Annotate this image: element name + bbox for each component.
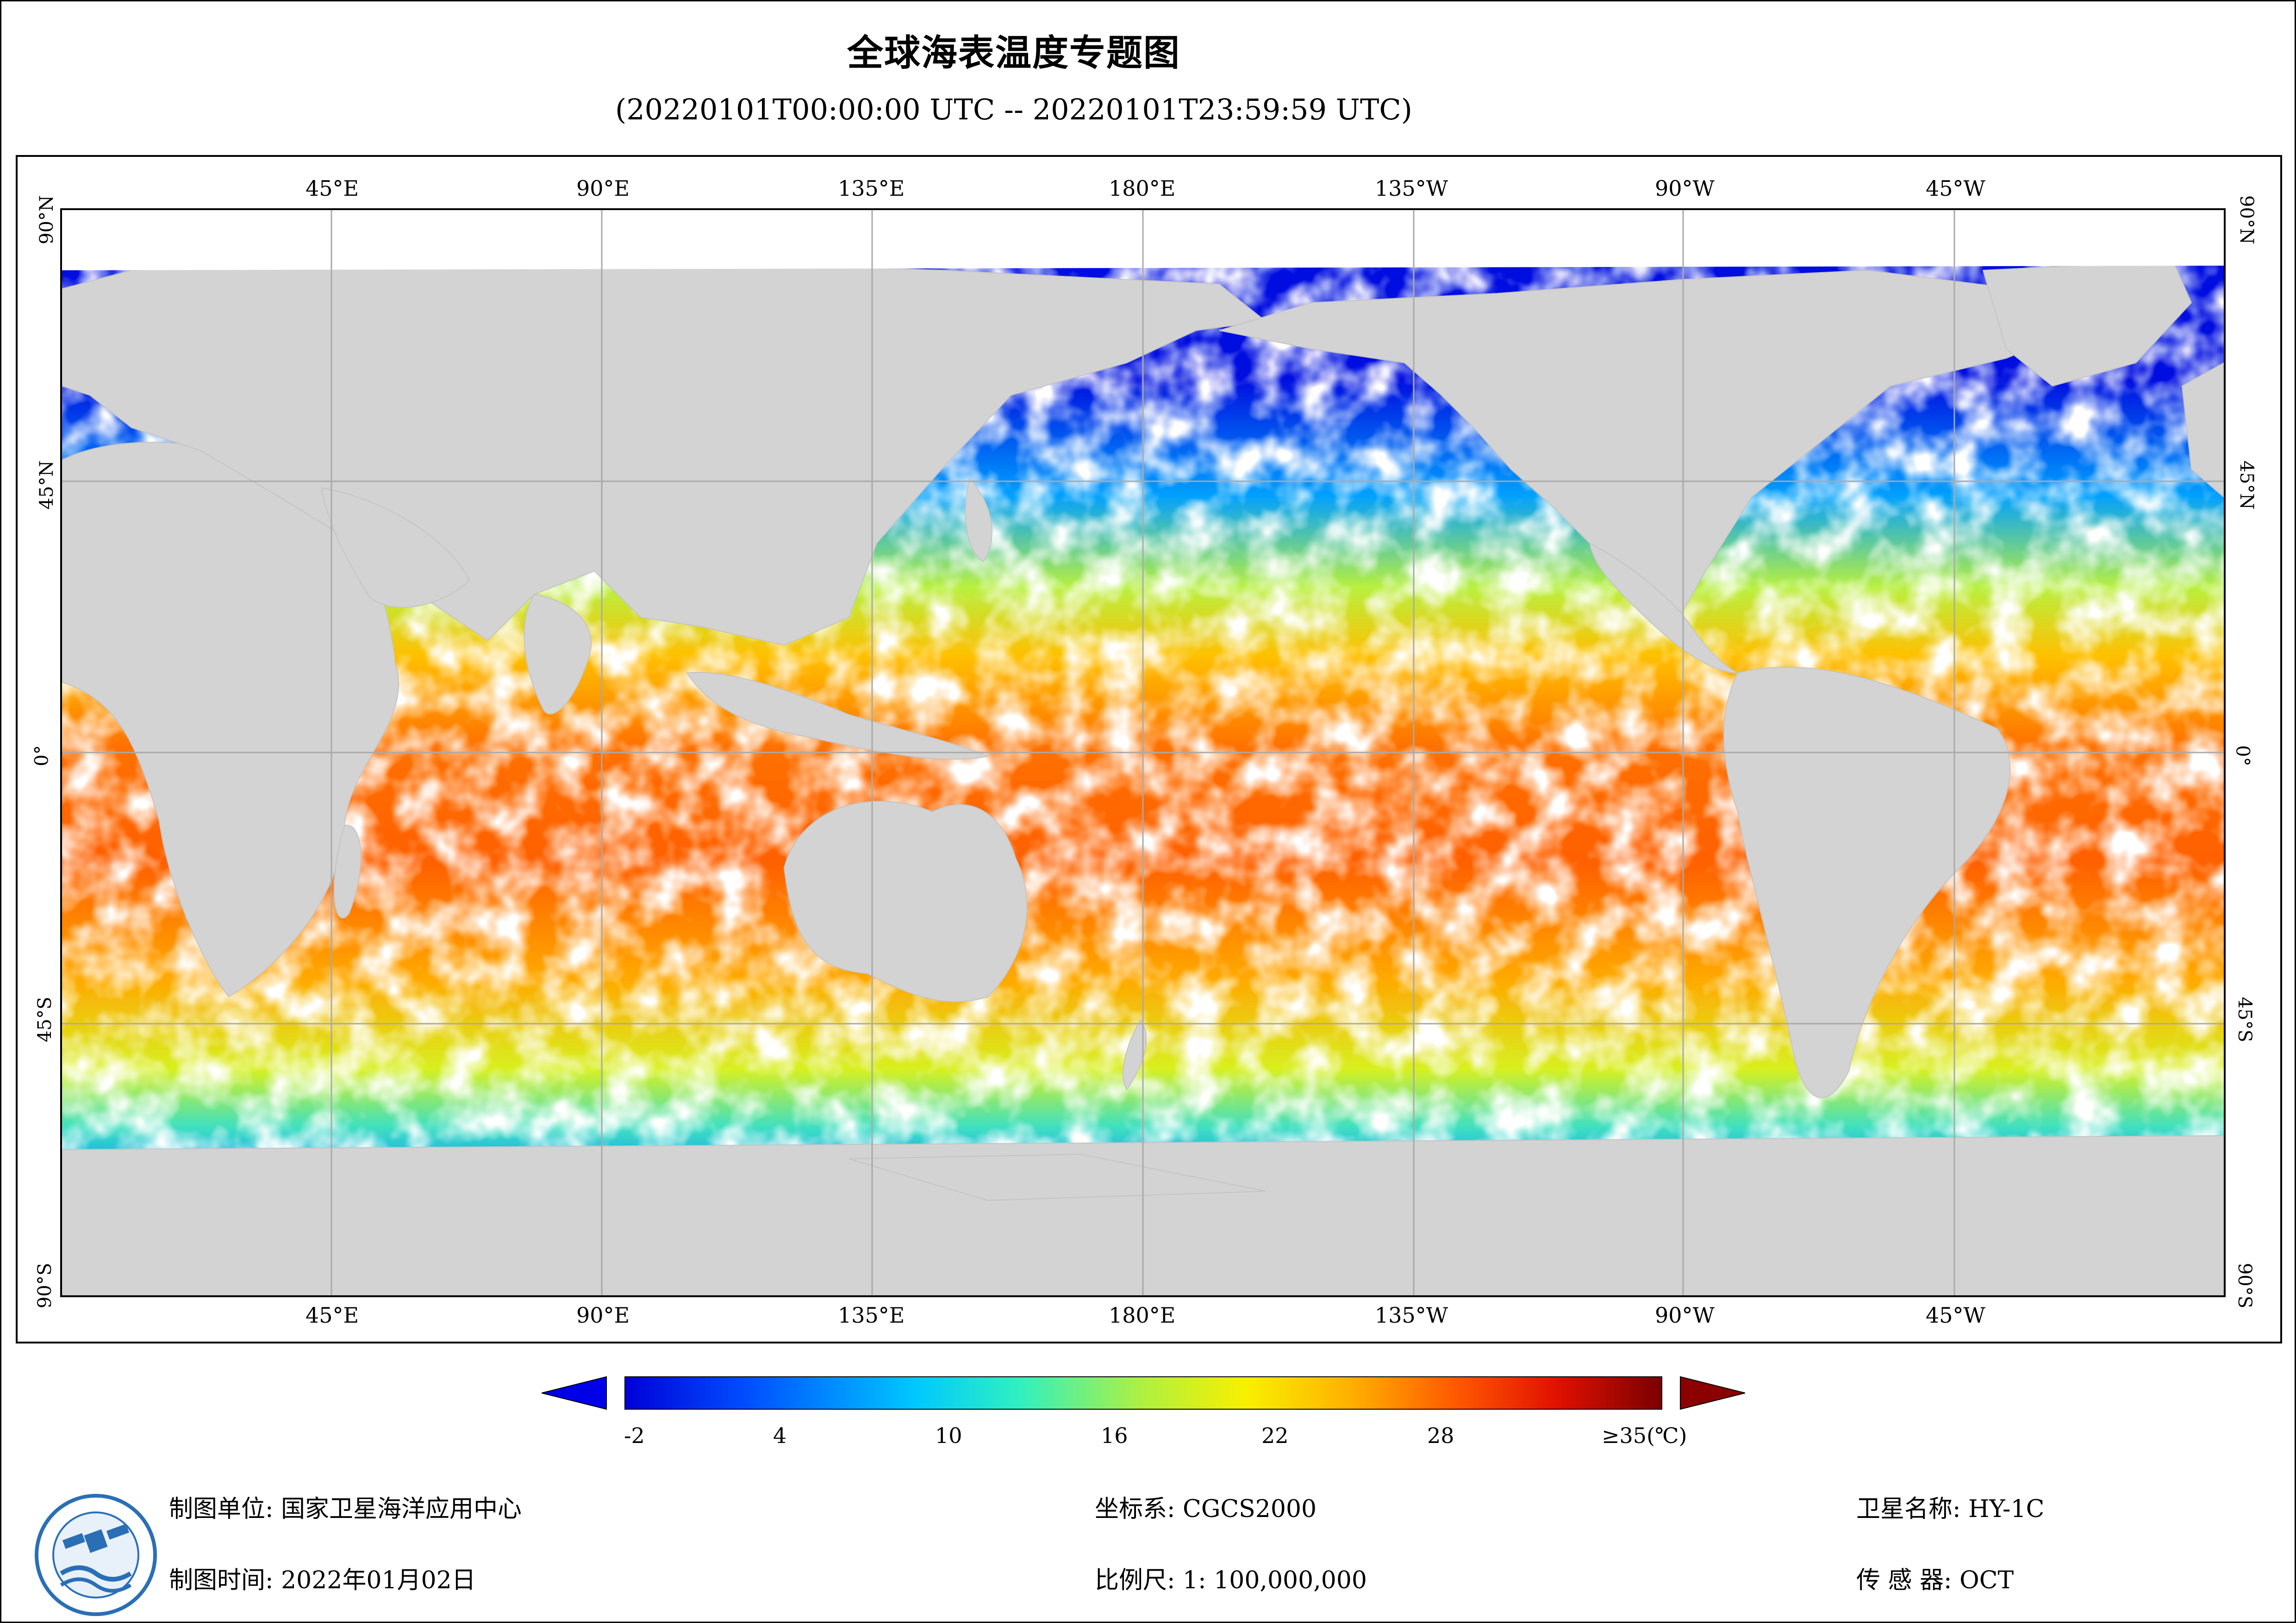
land-australia — [783, 801, 1028, 1002]
lon-label-top-180e: 180°E — [1109, 176, 1176, 201]
footer-producer: 制图单位: 国家卫星海洋应用中心 — [169, 1495, 522, 1523]
lat-label-left-0: 0° — [31, 745, 53, 766]
lat-label-left-45s: 45°S — [34, 996, 56, 1043]
land-north-america — [1219, 269, 2077, 614]
lat-label-right-90n: 90°N — [2235, 195, 2257, 244]
land-south-america — [1723, 666, 2011, 1098]
colorbar-tick-22: 22 — [1261, 1423, 1289, 1448]
lon-label-top-90e: 90°E — [576, 176, 630, 201]
lon-label-top-135e: 135°E — [838, 176, 905, 201]
lon-label-bottom-90w: 90°W — [1655, 1303, 1715, 1328]
lon-label-bottom-45w: 45°W — [1926, 1303, 1985, 1328]
land-maritime-se-asia — [686, 672, 990, 760]
lon-label-top-135w: 135°W — [1375, 176, 1448, 201]
colorbar-tick-35-unit: ≥35(℃) — [1602, 1423, 1687, 1448]
lon-label-bottom-135e: 135°E — [838, 1303, 905, 1328]
land-india — [524, 593, 592, 715]
colorbar-tick-neg2: -2 — [624, 1423, 645, 1448]
footer-sensor: 传 感 器: OCT — [1856, 1567, 2014, 1594]
sst-map — [60, 208, 2226, 1413]
sst-map-svg — [62, 210, 2224, 1413]
lon-label-bottom-90e: 90°E — [576, 1303, 630, 1328]
lon-label-bottom-180e: 180°E — [1109, 1303, 1176, 1328]
land-madagascar — [333, 825, 362, 919]
lat-label-left-45n: 45°N — [36, 460, 57, 510]
footer-scale: 比例尺: 1: 100,000,000 — [1095, 1567, 1367, 1594]
footer-satellite: 卫星名称: HY-1C — [1856, 1495, 2045, 1523]
colorbar — [542, 1376, 1745, 1410]
map-frame — [16, 155, 2282, 1343]
lat-label-left-90n: 90°N — [36, 195, 57, 244]
lat-label-right-45s: 45°S — [2234, 996, 2256, 1043]
nsoas-logo — [35, 1494, 157, 1616]
land-new-zealand — [1123, 1019, 1147, 1090]
lat-label-right-90s: 90°S — [2234, 1262, 2256, 1309]
lon-label-bottom-45e: 45°E — [306, 1303, 359, 1328]
map-time-range: (20220101T00:00:00 UTC -- 20220101T23:59… — [615, 93, 1412, 126]
lat-label-right-45n: 45°N — [2235, 460, 2257, 510]
lat-label-left-90s: 90°S — [34, 1262, 56, 1309]
lon-label-top-45w: 45°W — [1926, 176, 1985, 201]
colorbar-under-arrow — [542, 1376, 607, 1410]
map-title: 全球海表温度专题图 — [847, 32, 1180, 74]
land-ross-area — [849, 1153, 1266, 1201]
lon-label-top-45e: 45°E — [306, 176, 359, 201]
colorbar-tick-28: 28 — [1427, 1423, 1454, 1448]
colorbar-tick-4: 4 — [773, 1423, 787, 1448]
land-arabia — [320, 487, 470, 608]
footer-coordinate-system: 坐标系: CGCS2000 — [1095, 1495, 1317, 1523]
lat-label-right-0: 0° — [2232, 745, 2253, 766]
land-japan — [965, 477, 992, 563]
graticule — [62, 210, 2224, 1295]
colorbar-over-arrow — [1680, 1376, 1745, 1410]
colorbar-tick-10: 10 — [935, 1423, 962, 1448]
lon-label-bottom-135w: 135°W — [1375, 1303, 1448, 1328]
colorbar-tick-16: 16 — [1101, 1423, 1128, 1448]
lon-label-top-90w: 90°W — [1655, 176, 1715, 201]
colorbar-ramp — [624, 1376, 1662, 1410]
footer-production-date: 制图时间: 2022年01月02日 — [169, 1567, 476, 1594]
